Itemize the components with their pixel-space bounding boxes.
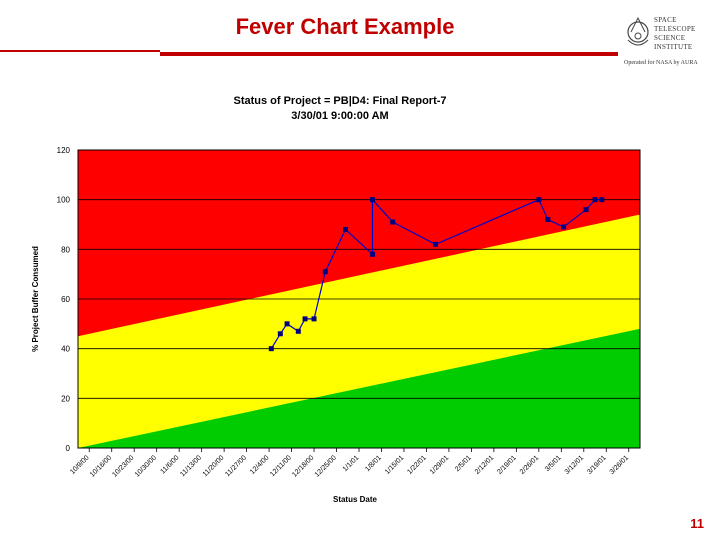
y-tick-label: 20: [61, 394, 70, 403]
data-point: [277, 331, 283, 337]
y-tick-label: 80: [61, 245, 70, 254]
x-tick-label: 11/6/00: [159, 454, 180, 475]
x-tick-label: 12/25/00: [314, 454, 338, 478]
data-point: [311, 316, 317, 322]
x-tick-label: 1/22/01: [406, 454, 428, 476]
x-tick-label: 10/30/00: [134, 454, 158, 478]
data-point: [268, 346, 274, 352]
x-tick-label: 2/26/01: [519, 454, 541, 476]
data-point: [583, 207, 589, 213]
x-tick-label: 11/13/00: [179, 454, 203, 478]
x-tick-label: 11/20/00: [202, 454, 226, 478]
x-tick-label: 10/16/00: [89, 454, 113, 478]
x-tick-label: 3/12/01: [564, 454, 586, 476]
data-point: [369, 251, 375, 257]
x-tick-label: 3/26/01: [609, 454, 631, 476]
green-zone: [78, 328, 640, 448]
y-tick-label: 0: [66, 444, 71, 453]
data-point: [592, 197, 598, 203]
data-point: [545, 217, 551, 223]
logo-line: INSTITUTE: [654, 43, 693, 51]
x-tick-label: 3/19/01: [586, 454, 608, 476]
data-point: [369, 197, 375, 203]
x-tick-label: 10/9/00: [69, 454, 91, 476]
data-point: [284, 321, 290, 327]
data-point: [295, 328, 301, 334]
data-point: [322, 269, 328, 275]
stsci-emblem-icon: [627, 16, 649, 46]
logo-line: TELESCOPE: [654, 25, 696, 33]
x-tick-label: 12/18/00: [291, 454, 315, 478]
data-point: [302, 316, 308, 322]
y-axis-label: % Project Buffer Consumed: [31, 246, 40, 352]
x-tick-label: 1/15/01: [384, 454, 406, 476]
slide-title: Fever Chart Example: [235, 14, 455, 39]
logo-line: SPACE: [654, 16, 677, 24]
x-tick-label: 2/5/01: [454, 454, 473, 473]
x-tick-label: 1/8/01: [364, 454, 383, 473]
page-number: 11: [690, 516, 704, 531]
x-tick-label: 2/12/01: [474, 454, 496, 476]
x-tick-label: 12/4/00: [249, 454, 271, 476]
data-point: [432, 241, 438, 247]
x-tick-label: 10/23/00: [111, 454, 135, 478]
x-tick-label: 11/27/00: [224, 454, 248, 478]
logo-line: SCIENCE: [654, 34, 686, 42]
x-axis-label: Status Date: [333, 495, 378, 504]
chart-subtitle: 3/30/01 9:00:00 AM: [291, 110, 389, 122]
y-tick-label: 100: [57, 196, 71, 205]
data-point: [390, 219, 396, 225]
x-tick-label: 3/5/01: [544, 454, 563, 473]
y-tick-label: 40: [61, 345, 70, 354]
title-rule-left: [0, 50, 160, 52]
x-tick-label: 1/29/01: [429, 454, 451, 476]
logo-operated-text: Operated for NASA by AURA: [624, 60, 698, 66]
title-rule: [160, 52, 618, 56]
data-point: [599, 197, 605, 203]
x-tick-label: 2/19/01: [496, 454, 518, 476]
chart-title: Status of Project = PB|D4: Final Report-…: [233, 95, 447, 107]
data-point: [536, 197, 542, 203]
chart-title-block: Status of Project = PB|D4: Final Report-…: [170, 94, 510, 124]
data-point: [343, 226, 349, 232]
y-tick-label: 60: [61, 295, 70, 304]
x-tick-label: 12/11/00: [269, 454, 293, 478]
data-point: [561, 224, 567, 230]
x-tick-label: 1/1/01: [342, 454, 361, 473]
y-tick-label: 120: [57, 146, 71, 155]
